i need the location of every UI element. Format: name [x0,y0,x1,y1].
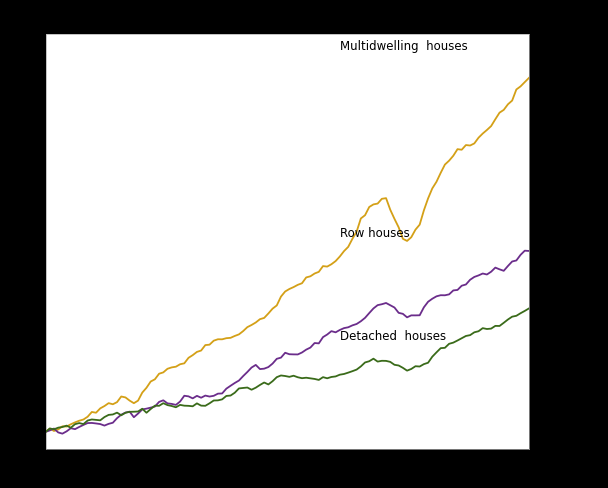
Text: Multidwelling  houses: Multidwelling houses [340,40,468,53]
Text: Detached  houses: Detached houses [340,330,446,344]
Text: Row houses: Row houses [340,227,410,241]
